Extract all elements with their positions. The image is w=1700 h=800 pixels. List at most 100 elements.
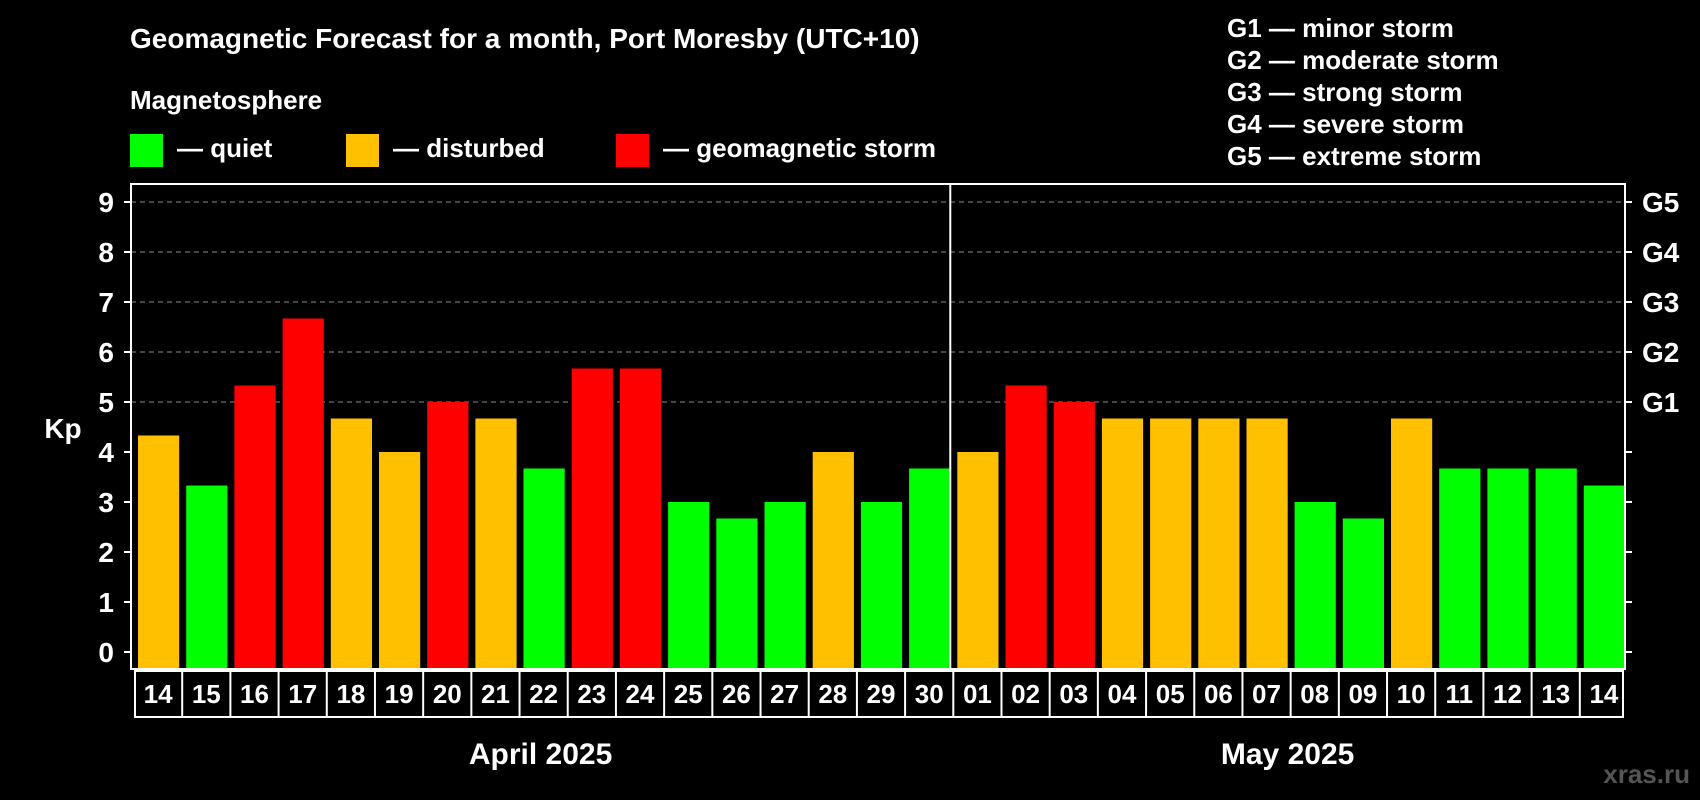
bar-16 [860,502,903,668]
date-label: 12 [1493,679,1522,709]
bar-3 [234,385,276,668]
chart-title: Geomagnetic Forecast for a month, Port M… [130,23,920,54]
storm-scale-item-5: G5 — extreme storm [1227,141,1481,171]
legend-swatch-3 [616,134,649,167]
legend-label-2: — disturbed [393,133,545,163]
legend-swatch-1 [130,134,163,167]
y-tick-label-6: 6 [98,337,114,368]
storm-level-label-g3: G3 [1642,287,1679,318]
date-label: 05 [1156,679,1185,709]
storm-scale-item-2: G2 — moderate storm [1227,45,1499,75]
date-label: 18 [336,679,365,709]
bar-23 [1198,418,1240,668]
date-label: 26 [722,679,751,709]
storm-scale-item-3: G3 — strong storm [1227,77,1462,107]
y-tick-label-0: 0 [98,637,114,668]
bar-5 [330,418,372,668]
bar-18 [957,452,999,668]
date-label: 15 [192,679,221,709]
bar-13 [716,518,758,668]
bar-19 [1005,385,1047,668]
bar-29 [1487,468,1529,668]
y-tick-label-8: 8 [98,237,114,268]
watermark: xras.ru [1603,759,1690,789]
date-label: 06 [1204,679,1233,709]
y-axis-label: Kp [44,413,81,444]
bar-31 [1583,485,1625,668]
y-axis: 0 1 2 3 4 5 6 7 8 9 [98,187,131,668]
date-row-frame [134,670,1624,718]
date-label: 22 [529,679,558,709]
bar-4 [282,318,324,668]
date-label: 03 [1059,679,1088,709]
bar-1 [138,435,180,668]
month-label-2: May 2025 [1221,738,1354,771]
bar-10 [571,368,613,668]
month-label-1: April 2025 [469,738,612,771]
legend-label-1: — quiet [177,133,273,163]
bar-25 [1294,502,1336,668]
bar-7 [427,402,469,668]
storm-level-label-g4: G4 [1642,237,1680,268]
date-label: 14 [144,679,173,709]
bar-6 [379,452,421,668]
bar-26 [1342,518,1384,668]
legend-swatch-2 [346,134,379,167]
bar-12 [668,502,710,668]
plot-frame [130,183,1626,670]
date-label: 10 [1397,679,1426,709]
storm-scale-item-1: G1 — minor storm [1227,13,1454,43]
bar-2 [186,485,228,668]
date-label: 07 [1252,679,1281,709]
y-tick-label-9: 9 [98,187,114,218]
date-label: 24 [626,679,655,709]
date-label: 29 [867,679,896,709]
y-tick-label-3: 3 [98,487,114,518]
date-label: 19 [385,679,414,709]
date-label: 28 [818,679,847,709]
right-axis-storm-levels: G1 G2 G3 G4 G5 [1625,187,1680,653]
bar-27 [1391,418,1433,668]
date-label: 30 [915,679,944,709]
date-label: 27 [770,679,799,709]
storm-level-label-g2: G2 [1642,337,1679,368]
bar-8 [475,418,517,668]
date-label: 21 [481,679,510,709]
y-tick-label-5: 5 [98,387,114,418]
date-label: 23 [577,679,606,709]
bar-20 [1053,402,1095,668]
bar-9 [523,468,565,668]
storm-scale-item-4: G4 — severe storm [1227,109,1464,139]
storm-level-label-g1: G1 [1642,387,1679,418]
date-label: 11 [1446,679,1474,709]
legend-label-3: — geomagnetic storm [663,133,936,163]
date-label: 14 [1589,679,1618,709]
bar-28 [1439,468,1481,668]
legend: — quiet — disturbed — geomagnetic storm [130,133,936,167]
date-label: 17 [288,679,317,709]
gridlines [131,201,1625,403]
bar-17 [909,468,951,668]
y-tick-label-2: 2 [98,537,114,568]
date-label: 09 [1348,679,1377,709]
date-label: 08 [1300,679,1329,709]
date-label: 20 [433,679,462,709]
bar-15 [812,452,854,668]
y-tick-label-1: 1 [98,587,114,618]
date-axis: 14 15 16 17 18 19 20 21 22 23 24 25 26 27 28 29 30 01 02 03… [134,670,1624,718]
bar-14 [764,502,806,668]
date-label: 01 [963,679,992,709]
y-tick-label-7: 7 [98,287,114,318]
y-tick-label-4: 4 [98,437,114,468]
storm-level-label-g5: G5 [1642,187,1679,218]
date-label: 16 [240,679,269,709]
date-label: 13 [1541,679,1570,709]
bar-24 [1246,418,1288,668]
bar-21 [1101,418,1144,668]
bar-22 [1150,418,1192,668]
date-label: 02 [1011,679,1040,709]
date-label: 25 [674,679,703,709]
date-label: 04 [1108,679,1137,709]
